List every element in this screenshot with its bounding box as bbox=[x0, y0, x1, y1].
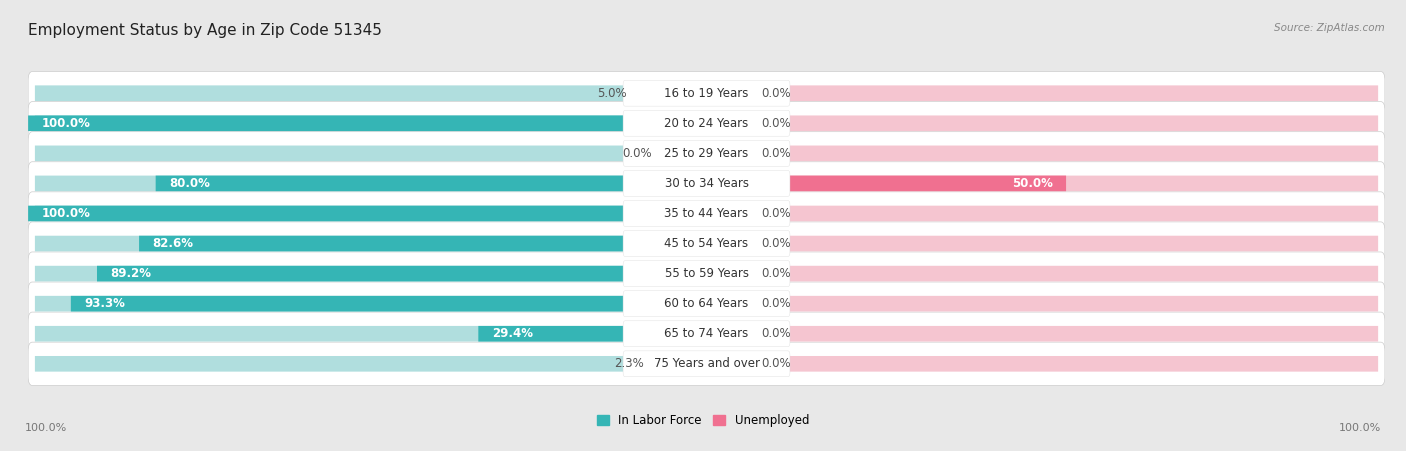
FancyBboxPatch shape bbox=[35, 206, 666, 221]
Text: 0.0%: 0.0% bbox=[623, 147, 652, 160]
Text: 20 to 24 Years: 20 to 24 Years bbox=[665, 117, 748, 130]
FancyBboxPatch shape bbox=[747, 175, 1066, 191]
Text: 25 to 29 Years: 25 to 29 Years bbox=[665, 147, 748, 160]
Text: 0.0%: 0.0% bbox=[761, 327, 790, 340]
FancyBboxPatch shape bbox=[747, 236, 1378, 251]
Text: 60 to 64 Years: 60 to 64 Years bbox=[665, 297, 748, 310]
FancyBboxPatch shape bbox=[747, 85, 1378, 101]
FancyBboxPatch shape bbox=[35, 266, 666, 281]
Text: 35 to 44 Years: 35 to 44 Years bbox=[665, 207, 748, 220]
Text: 45 to 54 Years: 45 to 54 Years bbox=[665, 237, 748, 250]
FancyBboxPatch shape bbox=[35, 236, 666, 251]
FancyBboxPatch shape bbox=[28, 312, 1385, 355]
FancyBboxPatch shape bbox=[35, 85, 666, 101]
FancyBboxPatch shape bbox=[156, 175, 666, 191]
Text: 55 to 59 Years: 55 to 59 Years bbox=[665, 267, 748, 280]
FancyBboxPatch shape bbox=[623, 351, 790, 377]
FancyBboxPatch shape bbox=[623, 230, 790, 257]
FancyBboxPatch shape bbox=[35, 115, 666, 131]
FancyBboxPatch shape bbox=[623, 110, 790, 136]
FancyBboxPatch shape bbox=[747, 356, 1378, 372]
Text: 50.0%: 50.0% bbox=[1012, 177, 1053, 190]
FancyBboxPatch shape bbox=[28, 282, 1385, 325]
FancyBboxPatch shape bbox=[747, 115, 1378, 131]
FancyBboxPatch shape bbox=[28, 132, 1385, 175]
FancyBboxPatch shape bbox=[35, 296, 666, 312]
FancyBboxPatch shape bbox=[35, 356, 666, 372]
Text: 100.0%: 100.0% bbox=[42, 207, 90, 220]
Text: Source: ZipAtlas.com: Source: ZipAtlas.com bbox=[1274, 23, 1385, 32]
FancyBboxPatch shape bbox=[139, 236, 666, 251]
FancyBboxPatch shape bbox=[28, 222, 1385, 265]
FancyBboxPatch shape bbox=[35, 326, 666, 341]
Text: 16 to 19 Years: 16 to 19 Years bbox=[664, 87, 749, 100]
FancyBboxPatch shape bbox=[623, 140, 790, 166]
Text: 0.0%: 0.0% bbox=[761, 357, 790, 370]
FancyBboxPatch shape bbox=[35, 146, 666, 161]
FancyBboxPatch shape bbox=[70, 296, 666, 312]
Text: 93.3%: 93.3% bbox=[84, 297, 125, 310]
FancyBboxPatch shape bbox=[623, 261, 790, 286]
FancyBboxPatch shape bbox=[634, 85, 666, 101]
Text: 100.0%: 100.0% bbox=[1339, 423, 1381, 433]
Text: 80.0%: 80.0% bbox=[169, 177, 209, 190]
Text: 65 to 74 Years: 65 to 74 Years bbox=[665, 327, 748, 340]
Text: 0.0%: 0.0% bbox=[761, 147, 790, 160]
Text: Employment Status by Age in Zip Code 51345: Employment Status by Age in Zip Code 513… bbox=[28, 23, 382, 37]
Text: 82.6%: 82.6% bbox=[153, 237, 194, 250]
FancyBboxPatch shape bbox=[28, 252, 1385, 295]
Text: 100.0%: 100.0% bbox=[42, 117, 90, 130]
FancyBboxPatch shape bbox=[747, 175, 1378, 191]
FancyBboxPatch shape bbox=[747, 296, 1378, 312]
FancyBboxPatch shape bbox=[747, 206, 1378, 221]
FancyBboxPatch shape bbox=[747, 146, 1378, 161]
FancyBboxPatch shape bbox=[623, 80, 790, 106]
Text: 0.0%: 0.0% bbox=[761, 237, 790, 250]
FancyBboxPatch shape bbox=[97, 266, 666, 281]
FancyBboxPatch shape bbox=[28, 72, 1385, 115]
Text: 5.0%: 5.0% bbox=[598, 87, 627, 100]
Text: 0.0%: 0.0% bbox=[761, 87, 790, 100]
FancyBboxPatch shape bbox=[623, 291, 790, 317]
Legend: In Labor Force, Unemployed: In Labor Force, Unemployed bbox=[592, 409, 814, 432]
FancyBboxPatch shape bbox=[651, 356, 666, 372]
FancyBboxPatch shape bbox=[747, 266, 1378, 281]
Text: 89.2%: 89.2% bbox=[111, 267, 152, 280]
Text: 100.0%: 100.0% bbox=[25, 423, 67, 433]
Text: 0.0%: 0.0% bbox=[761, 267, 790, 280]
FancyBboxPatch shape bbox=[28, 206, 666, 221]
FancyBboxPatch shape bbox=[28, 342, 1385, 386]
FancyBboxPatch shape bbox=[35, 175, 666, 191]
Text: 0.0%: 0.0% bbox=[761, 297, 790, 310]
FancyBboxPatch shape bbox=[478, 326, 666, 341]
Text: 29.4%: 29.4% bbox=[492, 327, 533, 340]
FancyBboxPatch shape bbox=[747, 326, 1378, 341]
FancyBboxPatch shape bbox=[28, 101, 1385, 145]
Text: 0.0%: 0.0% bbox=[761, 207, 790, 220]
FancyBboxPatch shape bbox=[623, 201, 790, 226]
FancyBboxPatch shape bbox=[28, 192, 1385, 235]
Text: 2.3%: 2.3% bbox=[614, 357, 644, 370]
FancyBboxPatch shape bbox=[623, 170, 790, 196]
FancyBboxPatch shape bbox=[28, 115, 666, 131]
FancyBboxPatch shape bbox=[623, 321, 790, 347]
Text: 0.0%: 0.0% bbox=[761, 117, 790, 130]
Text: 30 to 34 Years: 30 to 34 Years bbox=[665, 177, 748, 190]
Text: 75 Years and over: 75 Years and over bbox=[654, 357, 759, 370]
FancyBboxPatch shape bbox=[28, 162, 1385, 205]
